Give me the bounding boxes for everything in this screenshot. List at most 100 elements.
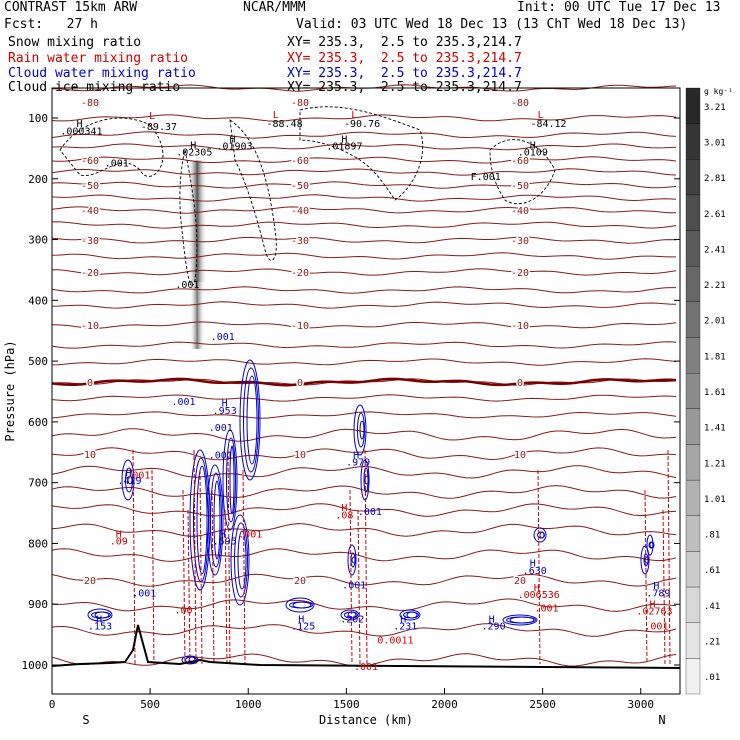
temperature-contour: [51, 143, 677, 151]
colorbar-swatch: [685, 266, 701, 303]
cloud-water-contour: [533, 527, 547, 543]
cloud-water-contour: [406, 611, 418, 619]
y-tick-label: 200: [28, 173, 48, 186]
temperature-contour: [51, 221, 677, 229]
contour-label: -60: [291, 156, 309, 167]
field-xy-snow: XY= 235.3, 2.5 to 235.3,214.7: [287, 35, 522, 50]
colorbar-label: 1.01: [704, 495, 726, 505]
cloud-water-contour: [127, 475, 133, 485]
temperature-contour: [51, 236, 677, 244]
annotation-label: H: [222, 399, 228, 410]
annotation-label: H: [353, 450, 359, 461]
annotation-label: .001: [126, 470, 150, 481]
rain-water-contour: [537, 469, 541, 665]
contour-label: 0: [297, 378, 303, 389]
temperature-contour: [51, 548, 677, 562]
rain-water-contour: [199, 469, 203, 665]
temperature-contour: [51, 301, 677, 309]
snow-shading: [187, 160, 208, 283]
colorbar-swatch: [685, 444, 701, 481]
temperature-contour: [51, 523, 677, 537]
annotation-label: .001: [209, 423, 233, 434]
temperature-contour: [51, 447, 677, 461]
cloud-water-contour: [353, 404, 367, 456]
x-tick-label: 1500: [333, 698, 360, 711]
annotation-label: .290: [482, 622, 506, 633]
colorbar-unit: g kg⁻¹: [704, 87, 733, 96]
annotation-label: .953: [213, 406, 237, 417]
contour-label: -30: [81, 236, 99, 247]
annotation-label: .001: [354, 662, 378, 673]
contour-label: -20: [81, 268, 99, 279]
cloud-water-contour: [364, 475, 370, 485]
y-tick-label: 500: [28, 355, 48, 368]
cloud-water-contour: [292, 601, 312, 609]
annotation-label: .02763: [636, 607, 672, 618]
rain-water-contour: [211, 489, 215, 665]
annotation-label: .001: [105, 159, 129, 170]
annotation-label: F.001: [471, 172, 501, 183]
colorbar-swatch: [685, 479, 701, 516]
contour-label: -40: [81, 206, 99, 217]
colorbar-label: 3.01: [704, 138, 726, 148]
temperature-contour: [51, 131, 677, 139]
temperature-contour: [51, 252, 676, 260]
colorbar-swatch: [685, 658, 701, 695]
cloud-water-contour: [196, 465, 208, 575]
endpoint-label-south: S: [82, 713, 89, 727]
annotation-label: .0109: [518, 148, 548, 159]
colorbar-swatch: [685, 622, 701, 659]
cloud-water-contour: [539, 531, 545, 539]
cloud-water-contour: [246, 375, 258, 465]
temperature-contour: [51, 286, 676, 294]
contour-label: -50: [81, 181, 99, 192]
temperature-contour: [51, 573, 677, 587]
annotation-label: H: [530, 559, 536, 570]
cloud-water-contour: [351, 556, 357, 564]
temperature-contour: [51, 206, 677, 214]
x-tick-label: 2500: [529, 698, 556, 711]
cloud-water-contour: [649, 541, 655, 549]
annotation-label: H: [126, 469, 132, 480]
temperature-contour: [51, 358, 677, 366]
colorbar-label: .01: [704, 673, 720, 683]
annotation-label: H: [530, 140, 536, 151]
contour-label: -60: [511, 156, 529, 167]
annotation-label: H: [298, 614, 304, 625]
contour-label: 10: [294, 450, 306, 461]
contour-label: -20: [511, 268, 529, 279]
annotation-label: .09: [110, 537, 128, 548]
temperature-contour: [51, 341, 677, 349]
annotation-label: .001: [211, 332, 235, 343]
annotation-label: .000341: [60, 126, 102, 137]
org-label: NCAR/MMM: [243, 0, 306, 15]
x-tick-label: 1000: [235, 698, 262, 711]
y-tick-label: 800: [28, 537, 48, 550]
annotation-label: .001: [209, 450, 233, 461]
colorbar-swatch: [685, 123, 701, 160]
contour-label: 0: [87, 378, 93, 389]
annotation-label: H: [400, 614, 406, 625]
annotation-label: L: [351, 110, 357, 121]
annotation-label: .001: [342, 580, 366, 591]
temperature-contour: [51, 181, 677, 189]
temperature-contour: [51, 598, 677, 612]
annotation-label: H: [230, 134, 236, 145]
cloud-water-contour: [94, 611, 110, 619]
field-name-cloud-water: Cloud water mixing ratio: [8, 66, 196, 81]
colorbar-swatch: [685, 551, 701, 588]
annotation-label: .00: [174, 605, 192, 616]
endpoint-label-north: N: [658, 713, 665, 727]
colorbar-swatch: [685, 586, 701, 623]
annotation-label: -88.48: [266, 119, 302, 130]
contour-label: -30: [511, 236, 529, 247]
annotation-label: .02305: [176, 148, 212, 159]
rain-water-contour: [357, 509, 361, 665]
annotation-label: .01897: [326, 142, 362, 153]
x-tick-label: 500: [140, 698, 160, 711]
annotation-label: H: [489, 614, 495, 625]
annotation-label: H: [116, 529, 122, 540]
annotation-label: H: [653, 581, 659, 592]
annotation-label: -90.76: [344, 119, 380, 130]
